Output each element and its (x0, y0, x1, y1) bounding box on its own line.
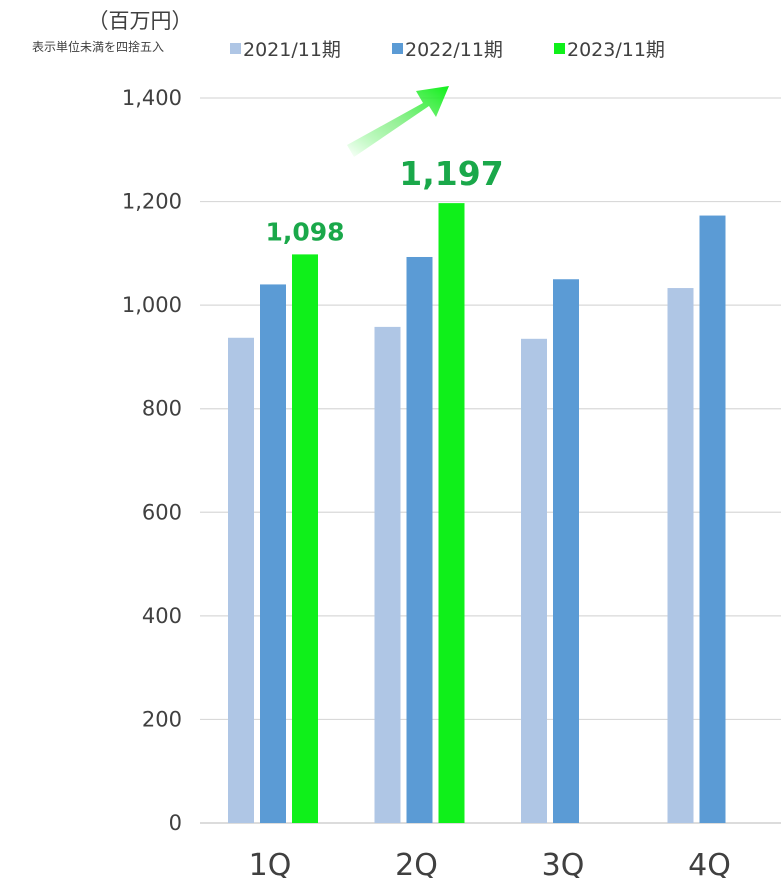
bar (667, 288, 694, 823)
bars (228, 203, 726, 824)
y-tick-label: 1,200 (122, 190, 182, 214)
x-axis: 1Q 2Q 3Q 4Q (249, 848, 731, 878)
y-tick-label: 1,000 (122, 293, 182, 317)
bar (228, 337, 254, 823)
gridlines (200, 97, 781, 824)
y-axis: 0 200 400 600 800 1,000 1,200 1,400 (122, 86, 182, 835)
unit-note: 表示単位未満を四捨五入 (32, 39, 164, 54)
bar (374, 326, 401, 823)
y-tick-label: 800 (142, 397, 182, 421)
bar (260, 284, 286, 823)
x-tick-label: 3Q (542, 848, 585, 878)
legend-entry: 2023/11期 (567, 39, 665, 61)
y-tick-label: 600 (142, 500, 182, 524)
y-tick-label: 0 (169, 811, 182, 835)
x-tick-label: 4Q (688, 848, 731, 878)
y-tick-label: 1,400 (122, 86, 182, 110)
y-tick-label: 200 (142, 707, 182, 731)
unit-label: （百万円） (88, 9, 193, 33)
legend-swatch (230, 43, 241, 54)
bar (406, 256, 433, 823)
legend-swatch (554, 43, 565, 54)
legend-entry: 2021/11期 (243, 39, 341, 61)
legend: 2021/11期 2022/11期 2023/11期 (230, 39, 665, 61)
y-tick-label: 400 (142, 604, 182, 628)
x-tick-label: 1Q (249, 848, 292, 878)
data-label: 1,197 (399, 154, 503, 193)
bar (553, 279, 579, 823)
data-label: 1,098 (265, 217, 344, 246)
bar (292, 254, 318, 824)
growth-arrow-icon (347, 86, 449, 157)
x-tick-label: 2Q (395, 848, 438, 878)
bar (699, 215, 726, 823)
legend-swatch (392, 43, 403, 54)
data-labels: 1,098 1,197 (265, 154, 503, 246)
bar (521, 338, 547, 823)
bar (438, 203, 465, 823)
legend-entry: 2022/11期 (405, 39, 503, 61)
